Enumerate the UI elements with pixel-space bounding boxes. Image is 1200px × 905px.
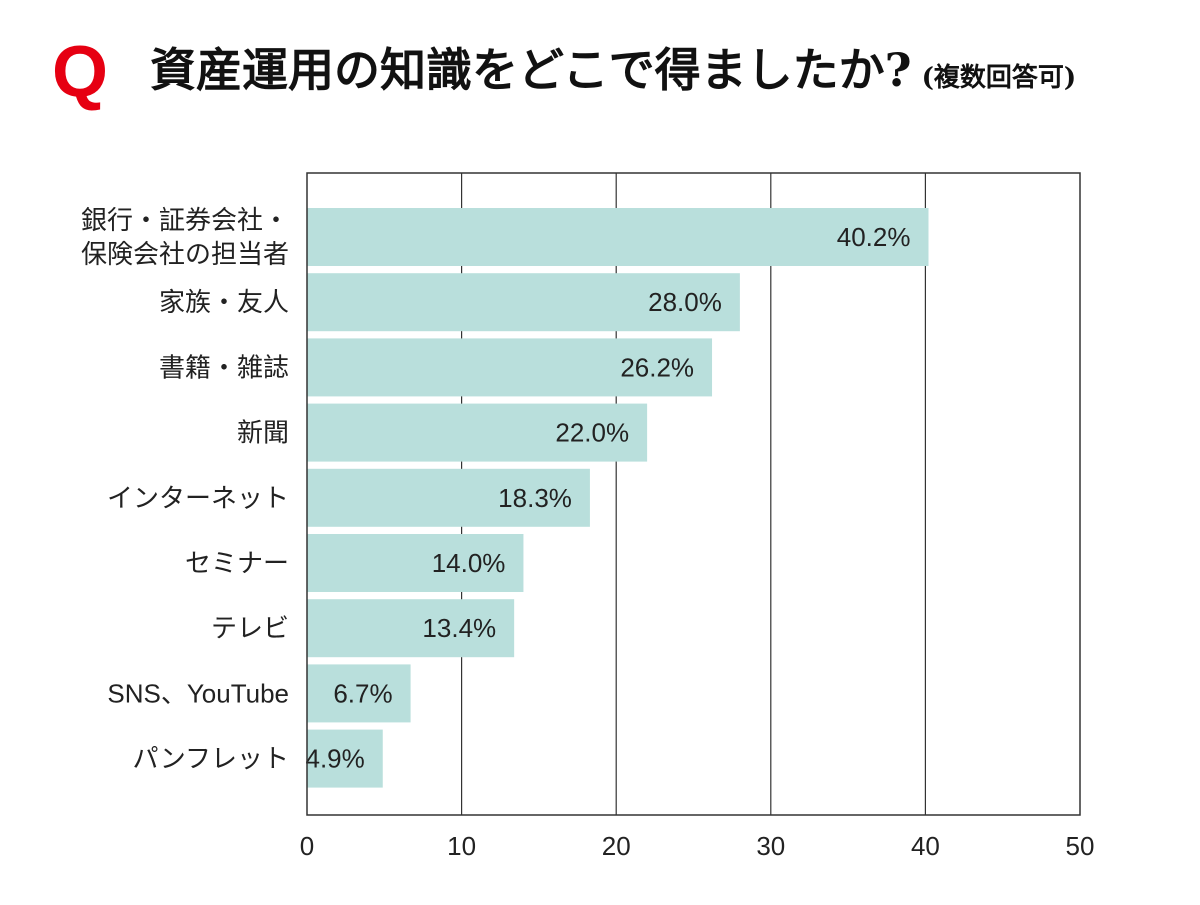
category-label: 家族・友人 xyxy=(159,287,289,317)
bar xyxy=(307,729,383,788)
data-label: 22.0% xyxy=(555,418,629,448)
category-label: 銀行・証券会社・ xyxy=(81,205,289,235)
category-label: インターネット xyxy=(107,483,289,513)
category-label: パンフレット xyxy=(132,744,289,774)
data-label: 40.2% xyxy=(837,222,911,252)
data-label: 26.2% xyxy=(620,352,694,382)
x-tick-label: 50 xyxy=(1066,831,1095,861)
bar xyxy=(307,273,740,332)
title-text: 資産運用の知識をどこで得ましたか? xyxy=(150,43,912,97)
x-tick-label: 10 xyxy=(447,831,476,861)
category-label: テレビ xyxy=(211,613,289,643)
data-label: 4.9% xyxy=(305,744,364,774)
data-label: 13.4% xyxy=(422,613,496,643)
category-label: 保険会社の担当者 xyxy=(81,239,289,269)
x-tick-label: 0 xyxy=(300,831,314,861)
bar xyxy=(307,664,411,723)
chart-subtitle: (複数回答可) xyxy=(921,63,1077,93)
data-label: 6.7% xyxy=(333,678,392,708)
x-tick-label: 40 xyxy=(911,831,940,861)
question-mark-q: Q xyxy=(52,32,109,112)
chart-title: 資産運用の知識をどこで得ましたか? (複数回答可) xyxy=(150,40,1076,108)
bar xyxy=(307,338,713,397)
bar xyxy=(307,403,648,462)
category-label: 新聞 xyxy=(237,418,289,448)
plot-frame xyxy=(306,172,1081,816)
data-label: 14.0% xyxy=(432,548,506,578)
bar xyxy=(307,208,929,266)
category-label: SNS、YouTube xyxy=(107,678,289,708)
bar xyxy=(307,468,590,527)
bar xyxy=(307,599,515,658)
data-label: 28.0% xyxy=(648,287,722,317)
x-tick-label: 20 xyxy=(602,831,631,861)
category-label: セミナー xyxy=(185,548,289,578)
category-label: 書籍・雑誌 xyxy=(159,352,289,382)
x-tick-label: 30 xyxy=(756,831,785,861)
data-label: 18.3% xyxy=(498,483,572,513)
bar xyxy=(307,534,524,592)
